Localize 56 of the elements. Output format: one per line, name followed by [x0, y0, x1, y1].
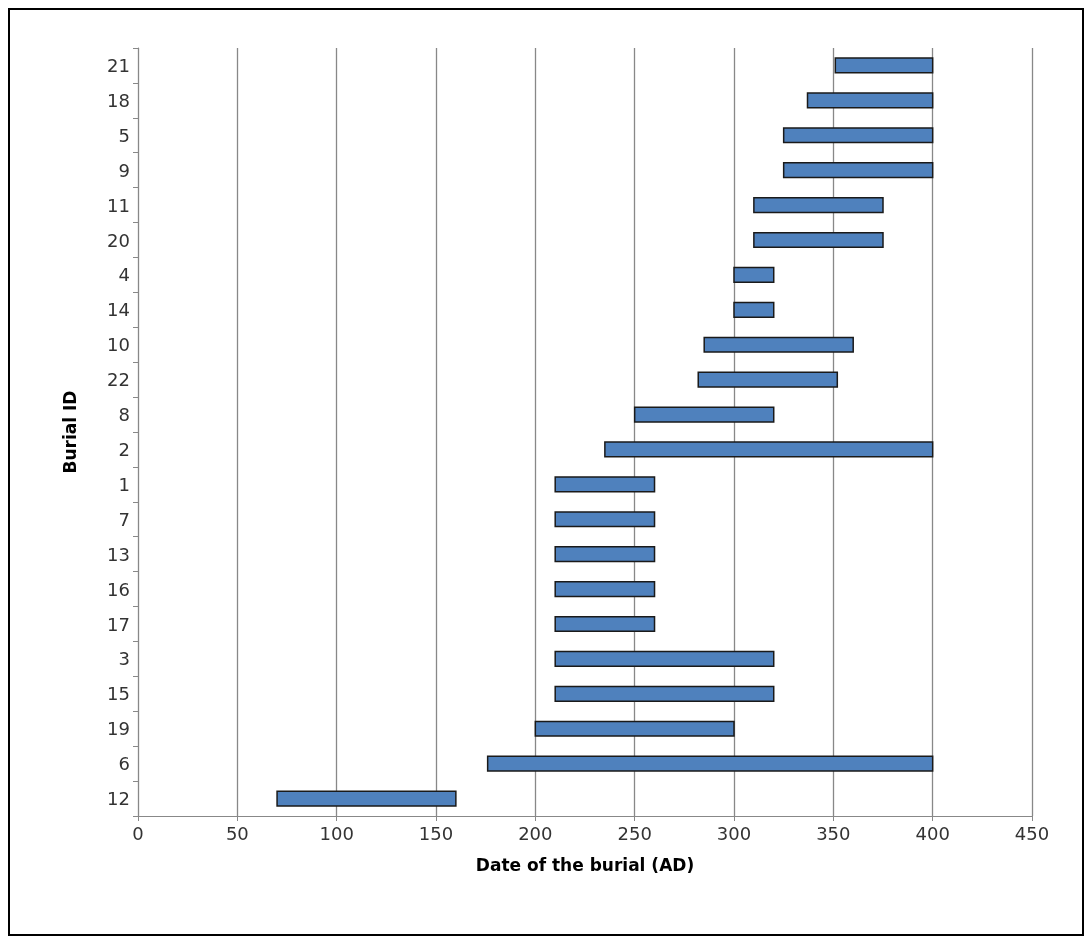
x-tick-label: 450 — [1014, 822, 1050, 844]
x-tick-label: 0 — [132, 822, 144, 844]
x-tick-label: 200 — [518, 822, 553, 844]
bar — [633, 406, 775, 423]
y-tick-label: 11 — [107, 194, 130, 216]
y-tick-label: 1 — [118, 473, 130, 495]
y-axis-title: Burial ID — [59, 390, 80, 474]
bar — [753, 197, 884, 214]
bar — [604, 441, 934, 458]
x-tick-label: 50 — [225, 822, 249, 844]
bar — [697, 371, 839, 388]
x-tick-label: 350 — [816, 822, 851, 844]
y-tick-label: 19 — [107, 718, 130, 740]
x-tick-label: 250 — [617, 822, 652, 844]
bar — [782, 162, 934, 179]
y-tick-label: 21 — [107, 54, 130, 76]
bar — [554, 685, 775, 702]
y-tick-label: 20 — [107, 229, 130, 251]
bar — [733, 266, 775, 283]
y-tick-label: 17 — [107, 613, 130, 635]
bar — [276, 790, 457, 807]
x-tick-label: 100 — [319, 822, 354, 844]
y-tick-label: 9 — [118, 159, 130, 181]
y-tick-label: 4 — [118, 264, 130, 286]
bar — [554, 476, 656, 493]
y-tick-label: 6 — [118, 753, 130, 775]
y-tick-label: 3 — [118, 648, 130, 670]
y-tick-label: 7 — [118, 508, 130, 530]
bar — [534, 720, 735, 737]
bar — [782, 127, 934, 144]
bar — [554, 615, 656, 633]
y-tick-label: 18 — [107, 89, 130, 111]
bar — [554, 581, 656, 598]
bar — [486, 755, 934, 772]
y-tick-label: 8 — [118, 404, 130, 426]
y-tick-label: 10 — [107, 334, 130, 356]
bar — [554, 511, 656, 528]
y-tick-label: 16 — [107, 578, 130, 600]
x-axis-title: Date of the burial (AD) — [475, 854, 695, 875]
bar — [703, 336, 854, 353]
y-tick-label: 15 — [107, 683, 130, 705]
bar — [753, 231, 884, 249]
bar — [554, 650, 775, 667]
y-tick-label: 5 — [118, 124, 130, 146]
x-tick-label: 400 — [915, 822, 950, 844]
y-tick-label: 2 — [118, 438, 130, 460]
bar — [554, 546, 656, 563]
bar — [806, 92, 934, 109]
y-tick-label: 13 — [107, 543, 130, 565]
y-tick-label: 22 — [107, 369, 130, 391]
y-tick-label: 12 — [107, 788, 130, 810]
bar — [733, 301, 775, 318]
x-tick-label: 150 — [418, 822, 454, 844]
y-tick-label: 14 — [107, 299, 130, 321]
bar — [834, 57, 934, 74]
x-tick-label: 300 — [716, 822, 752, 844]
